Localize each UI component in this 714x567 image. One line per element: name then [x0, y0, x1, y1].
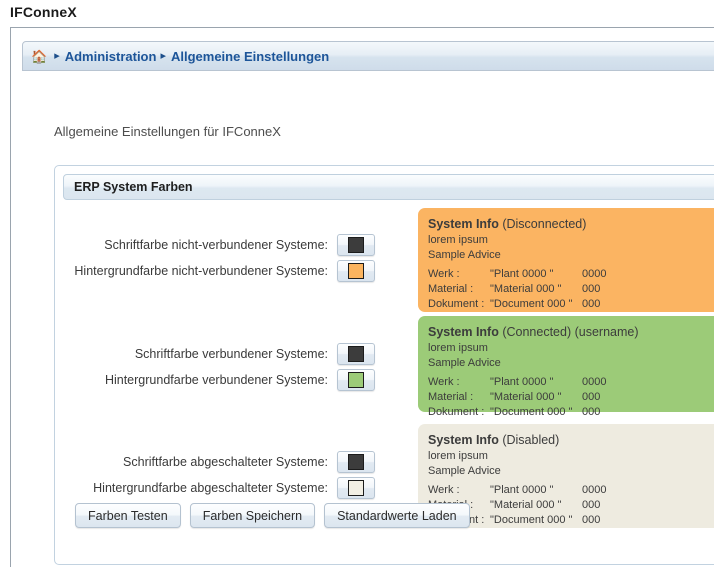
breadcrumb-separator-1: ▸ [54, 49, 60, 62]
row-label: Werk : [428, 268, 460, 280]
table-row: Dokument : "Document 000 " 000 [428, 297, 606, 312]
row-label: Material : [428, 283, 474, 295]
preview-line-1: lorem ipsum [428, 450, 488, 462]
row-label: Werk : [428, 376, 460, 388]
color-chip [348, 346, 364, 362]
preview-title: System Info (Connected) (username) [428, 325, 714, 339]
preview-line-2: Sample Advice [428, 465, 501, 477]
home-icon[interactable]: 🏠 [31, 48, 48, 64]
setting-label: Schriftfarbe nicht-verbundener Systeme: [104, 238, 328, 252]
row-value: "Plant 0000 " [490, 376, 554, 388]
setting-label: Schriftfarbe verbundener Systeme: [134, 347, 328, 361]
table-row: Material : "Material 000 " 000 [428, 390, 606, 405]
color-swatch-connected-font[interactable] [337, 343, 375, 365]
row-value: "Document 000 " [490, 406, 573, 418]
color-swatch-disconnected-font[interactable] [337, 234, 375, 256]
test-colors-button[interactable]: Farben Testen [75, 503, 181, 528]
setting-label: Hintergrundfarbe abgeschalteter Systeme: [93, 481, 328, 495]
setting-row-offline-font: Schriftfarbe abgeschalteter Systeme: [55, 449, 375, 475]
page-container: 🏠 ▸ Administration ▸ Allgemeine Einstell… [10, 27, 714, 567]
row-value: "Material 000 " [490, 283, 562, 295]
breadcrumb-item-administration[interactable]: Administration [64, 48, 157, 64]
preview-box-connected: System Info (Connected) (username) lorem… [418, 316, 714, 418]
preview-title-status: (Disabled) [498, 433, 560, 447]
settings-group-connected: Schriftfarbe verbundener Systeme: Hinter… [55, 341, 375, 393]
setting-label: Hintergrundfarbe verbundener Systeme: [104, 373, 328, 387]
preview-line-1: lorem ipsum [428, 342, 488, 354]
breadcrumb-item-allgemeine-einstellungen[interactable]: Allgemeine Einstellungen [170, 48, 330, 64]
row-label: Dokument : [428, 298, 485, 310]
preview-title: System Info (Disconnected) [428, 217, 714, 231]
row-label: Dokument : [428, 406, 485, 418]
row-value: "Plant 0000 " [490, 268, 554, 280]
table-row: Material : "Material 000 " 000 [428, 282, 606, 297]
erp-colors-panel: ERP System Farben Schriftfarbe nicht-ver… [54, 165, 714, 565]
table-row: Dokument : "Document 000 " 000 [428, 405, 606, 420]
preview-line-2: Sample Advice [428, 249, 501, 261]
row-value: "Document 000 " [490, 514, 573, 526]
table-row: Werk : "Plant 0000 " 0000 [428, 375, 606, 390]
setting-row-connected-font: Schriftfarbe verbundener Systeme: [55, 341, 375, 367]
breadcrumb: 🏠 ▸ Administration ▸ Allgemeine Einstell… [22, 41, 714, 71]
save-colors-button[interactable]: Farben Speichern [189, 503, 316, 528]
page-intro-text: Allgemeine Einstellungen für IFConneX [54, 124, 281, 139]
color-swatch-connected-background[interactable] [337, 369, 375, 391]
setting-label: Schriftfarbe abgeschalteter Systeme: [123, 455, 328, 469]
color-chip [348, 454, 364, 470]
row-label: Werk : [428, 484, 460, 496]
row-number: 000 [582, 499, 601, 511]
row-number: 0000 [582, 484, 607, 496]
color-chip [348, 263, 364, 279]
preview-detail-table: Werk : "Plant 0000 " 0000 Material : "Ma… [428, 375, 606, 420]
row-number: 0000 [582, 268, 607, 280]
preview-title-main: System Info [428, 217, 499, 231]
row-value: "Document 000 " [490, 298, 573, 310]
settings-group-offline: Schriftfarbe abgeschalteter Systeme: Hin… [55, 449, 375, 501]
panel-button-bar: Farben Testen Farben Speichern Standardw… [75, 503, 470, 528]
setting-row-disconnected-font: Schriftfarbe nicht-verbundener Systeme: [55, 232, 375, 258]
row-number: 000 [582, 514, 601, 526]
row-number: 000 [582, 406, 601, 418]
panel-title: ERP System Farben [74, 180, 193, 194]
breadcrumb-separator-2: ▸ [160, 49, 166, 62]
color-chip [348, 237, 364, 253]
color-swatch-offline-background[interactable] [337, 477, 375, 499]
row-number: 000 [582, 283, 601, 295]
color-chip [348, 480, 364, 496]
table-row: Werk : "Plant 0000 " 0000 [428, 267, 606, 282]
row-value: "Plant 0000 " [490, 484, 554, 496]
preview-detail-table: Werk : "Plant 0000 " 0000 Material : "Ma… [428, 267, 606, 312]
preview-detail-table: Werk : "Plant 0000 " 0000 Material : "Ma… [428, 483, 606, 528]
setting-row-disconnected-background: Hintergrundfarbe nicht-verbundener Syste… [55, 258, 375, 284]
table-row: Werk : "Plant 0000 " 0000 [428, 483, 606, 498]
row-number: 0000 [582, 376, 607, 388]
color-swatch-disconnected-background[interactable] [337, 260, 375, 282]
preview-title-status: (Disconnected) [498, 217, 587, 231]
row-label: Material : [428, 391, 474, 403]
row-number: 000 [582, 298, 601, 310]
app-title: IFConneX [10, 4, 77, 20]
preview-title-main: System Info [428, 325, 499, 339]
preview-box-disconnected: System Info (Disconnected) lorem ipsum S… [418, 208, 714, 312]
load-defaults-button[interactable]: Standardwerte Laden [324, 503, 470, 528]
settings-group-disconnected: Schriftfarbe nicht-verbundener Systeme: … [55, 232, 375, 284]
setting-label: Hintergrundfarbe nicht-verbundener Syste… [74, 264, 328, 278]
preview-line-2: Sample Advice [428, 357, 501, 369]
preview-title-main: System Info [428, 433, 499, 447]
row-value: "Material 000 " [490, 391, 562, 403]
preview-title: System Info (Disabled) [428, 433, 714, 447]
preview-line-1: lorem ipsum [428, 234, 488, 246]
preview-title-status: (Connected) (username) [498, 325, 639, 339]
color-swatch-offline-font[interactable] [337, 451, 375, 473]
row-number: 000 [582, 391, 601, 403]
setting-row-offline-background: Hintergrundfarbe abgeschalteter Systeme: [55, 475, 375, 501]
color-chip [348, 372, 364, 388]
setting-row-connected-background: Hintergrundfarbe verbundener Systeme: [55, 367, 375, 393]
row-value: "Material 000 " [490, 499, 562, 511]
erp-colors-panel-header: ERP System Farben [63, 174, 714, 200]
